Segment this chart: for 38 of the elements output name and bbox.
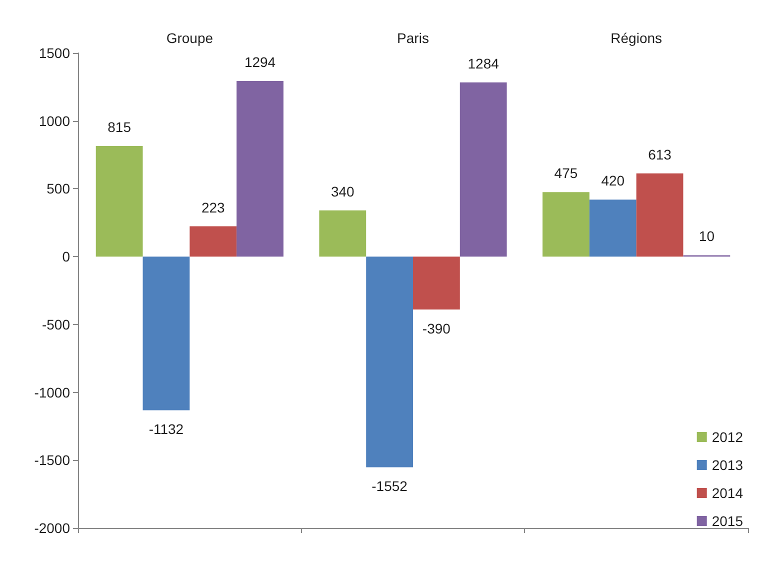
bar bbox=[96, 146, 143, 257]
legend-label: 2015 bbox=[712, 513, 744, 529]
y-tick-label: 500 bbox=[46, 180, 70, 197]
y-tick-label: 1500 bbox=[38, 45, 70, 61]
legend-label: 2014 bbox=[712, 485, 744, 501]
y-tick-label: -2000 bbox=[34, 520, 70, 536]
bar bbox=[190, 226, 237, 257]
data-label: -1552 bbox=[372, 478, 408, 494]
legend-label: 2012 bbox=[712, 429, 744, 445]
x-tick-label: Groupe bbox=[166, 30, 214, 46]
data-label: 340 bbox=[330, 183, 355, 200]
bar bbox=[589, 200, 636, 257]
bar bbox=[542, 192, 590, 257]
data-label: 420 bbox=[601, 172, 625, 189]
y-tick-label: 0 bbox=[62, 248, 70, 265]
data-label: -390 bbox=[422, 320, 451, 336]
bar bbox=[236, 80, 284, 257]
bar bbox=[319, 210, 366, 257]
x-tick-label: Paris bbox=[397, 30, 429, 46]
data-label: -1132 bbox=[148, 421, 184, 438]
data-label: 10 bbox=[698, 228, 715, 244]
data-label: 613 bbox=[648, 146, 672, 162]
x-tick-label: Régions bbox=[610, 30, 662, 46]
y-tick-label: -500 bbox=[42, 316, 70, 332]
data-label: 223 bbox=[201, 199, 226, 216]
y-tick-label: -1000 bbox=[34, 384, 70, 400]
y-tick-label: 1000 bbox=[38, 112, 70, 129]
data-label: 1294 bbox=[244, 54, 276, 70]
bar bbox=[460, 82, 507, 257]
legend-label: 2013 bbox=[712, 457, 744, 473]
data-label: 475 bbox=[554, 165, 578, 182]
data-label: 1284 bbox=[468, 55, 500, 72]
data-label: 815 bbox=[108, 118, 132, 135]
y-tick-label: -1500 bbox=[34, 452, 70, 468]
bar bbox=[366, 256, 413, 468]
bar bbox=[142, 256, 190, 410]
bar bbox=[413, 256, 460, 310]
bar bbox=[636, 173, 684, 257]
